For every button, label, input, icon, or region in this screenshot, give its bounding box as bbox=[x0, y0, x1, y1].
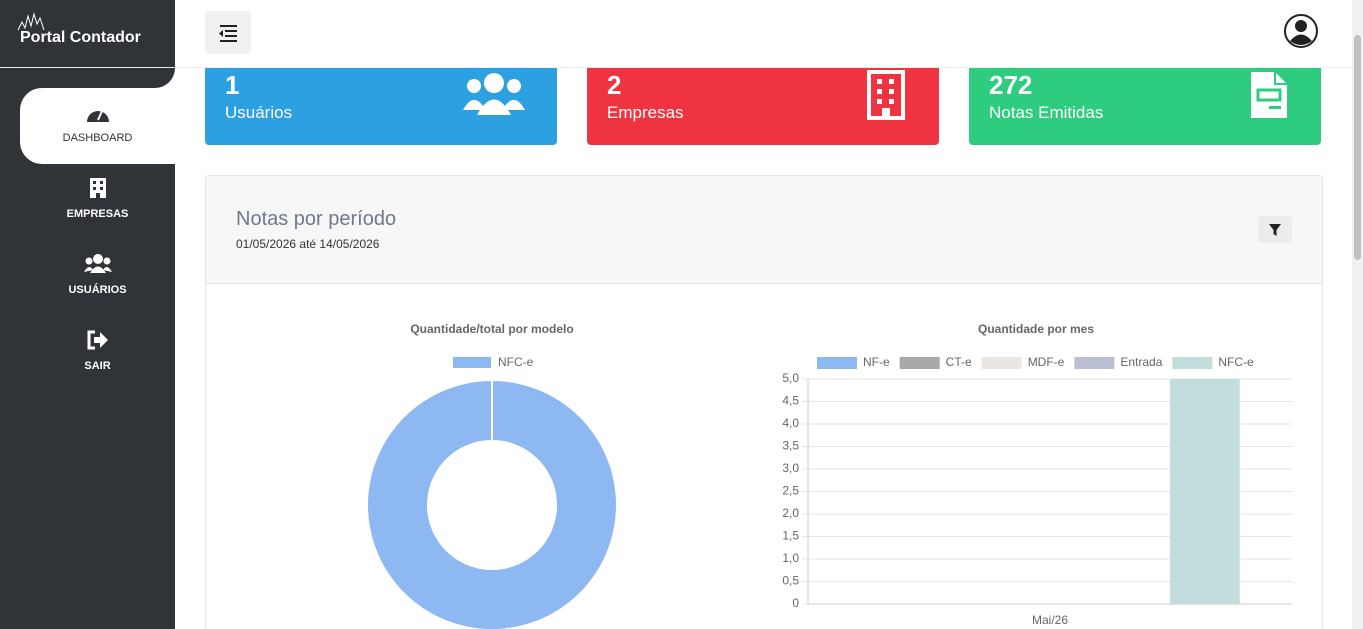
menu-toggle[interactable] bbox=[205, 11, 251, 54]
menu-label: EMPRESAS bbox=[66, 208, 129, 220]
invoice-icon bbox=[1251, 72, 1287, 118]
legend-label: Entrada bbox=[1120, 355, 1162, 369]
brand: Portal Contador bbox=[20, 29, 141, 46]
panel: Notas por período 01/05/2026 até 14/05/2… bbox=[205, 175, 1323, 629]
menu-item[interactable]: USUÁRIOS bbox=[20, 240, 175, 316]
stat-label: Notas Emitidas bbox=[989, 103, 1104, 122]
legend-swatch bbox=[1172, 357, 1213, 369]
y-tick-label: 1,0 bbox=[782, 551, 799, 565]
exit-icon bbox=[87, 330, 108, 350]
y-tick-label: 4,0 bbox=[782, 416, 799, 430]
logo-icon bbox=[17, 12, 45, 31]
menu-label: DASHBOARD bbox=[62, 132, 133, 144]
sidebar: Portal Contador DASHBOARD EMPRESAS USUÁR… bbox=[0, 0, 175, 629]
stat-value: 2 bbox=[607, 70, 622, 100]
topbar bbox=[175, 0, 1352, 68]
y-tick-label: 3,0 bbox=[782, 461, 799, 475]
y-tick-label: 3,5 bbox=[782, 439, 799, 453]
y-tick-label: 2,0 bbox=[782, 506, 799, 520]
stat-value: 1 bbox=[225, 70, 240, 100]
legend-label: NFC-e bbox=[1218, 355, 1254, 369]
stat-card: 272 Notas Emitidas bbox=[969, 68, 1321, 145]
separator bbox=[0, 67, 175, 68]
stat-value: 272 bbox=[989, 70, 1033, 100]
legend-label: NF-e bbox=[863, 355, 890, 369]
users-icon bbox=[83, 254, 112, 273]
menu-label: SAIR bbox=[84, 360, 111, 372]
building-icon bbox=[867, 70, 905, 120]
panel-title: Notas por período bbox=[236, 208, 397, 230]
legend-label: MDF-e bbox=[1028, 355, 1065, 369]
stat-card: 2 Empresas bbox=[587, 68, 939, 145]
panel-header: Notas por período 01/05/2026 até 14/05/2… bbox=[206, 176, 1322, 284]
toggle-icon bbox=[219, 25, 237, 42]
bar bbox=[1170, 379, 1240, 604]
y-tick-label: 1,5 bbox=[782, 529, 799, 543]
legend-label: CT-e bbox=[946, 355, 972, 369]
chart-title: Quantidade por mes bbox=[978, 322, 1094, 336]
x-tick-label: Mai/26 bbox=[1032, 613, 1068, 627]
y-tick-label: 0 bbox=[792, 596, 799, 610]
user-avatar[interactable] bbox=[1283, 13, 1319, 49]
y-tick-label: 5,0 bbox=[782, 371, 799, 385]
filter-icon bbox=[1269, 224, 1281, 236]
y-tick-label: 2,5 bbox=[782, 484, 799, 498]
corner bbox=[135, 68, 175, 88]
menu-label: USUÁRIOS bbox=[68, 284, 127, 296]
menu-item[interactable]: SAIR bbox=[20, 316, 175, 392]
users-icon bbox=[463, 73, 525, 115]
menu-item[interactable]: DASHBOARD bbox=[20, 88, 175, 164]
y-tick-label: 4,5 bbox=[782, 394, 799, 408]
pie-slice bbox=[365, 378, 619, 629]
legend-label: NFC-e bbox=[498, 355, 534, 369]
chart-title: Quantidade/total por modelo bbox=[410, 322, 573, 336]
stat-label: Empresas bbox=[607, 103, 684, 122]
stat-card: 1 Usuários bbox=[205, 68, 557, 145]
building-icon bbox=[89, 178, 106, 198]
scrollbar bbox=[1352, 0, 1363, 629]
filter-button[interactable] bbox=[1258, 216, 1292, 243]
legend-swatch bbox=[981, 357, 1022, 369]
menu-item[interactable]: EMPRESAS bbox=[20, 164, 175, 240]
panel-subtitle: 01/05/2026 até 14/05/2026 bbox=[236, 237, 380, 251]
dashboard-icon bbox=[86, 110, 109, 122]
legend-swatch bbox=[899, 357, 940, 369]
legend-swatch bbox=[817, 357, 857, 369]
legend-swatch bbox=[453, 357, 491, 368]
legend-swatch bbox=[1074, 357, 1115, 369]
stat-label: Usuários bbox=[225, 103, 293, 122]
y-tick-label: 0,5 bbox=[782, 574, 799, 588]
